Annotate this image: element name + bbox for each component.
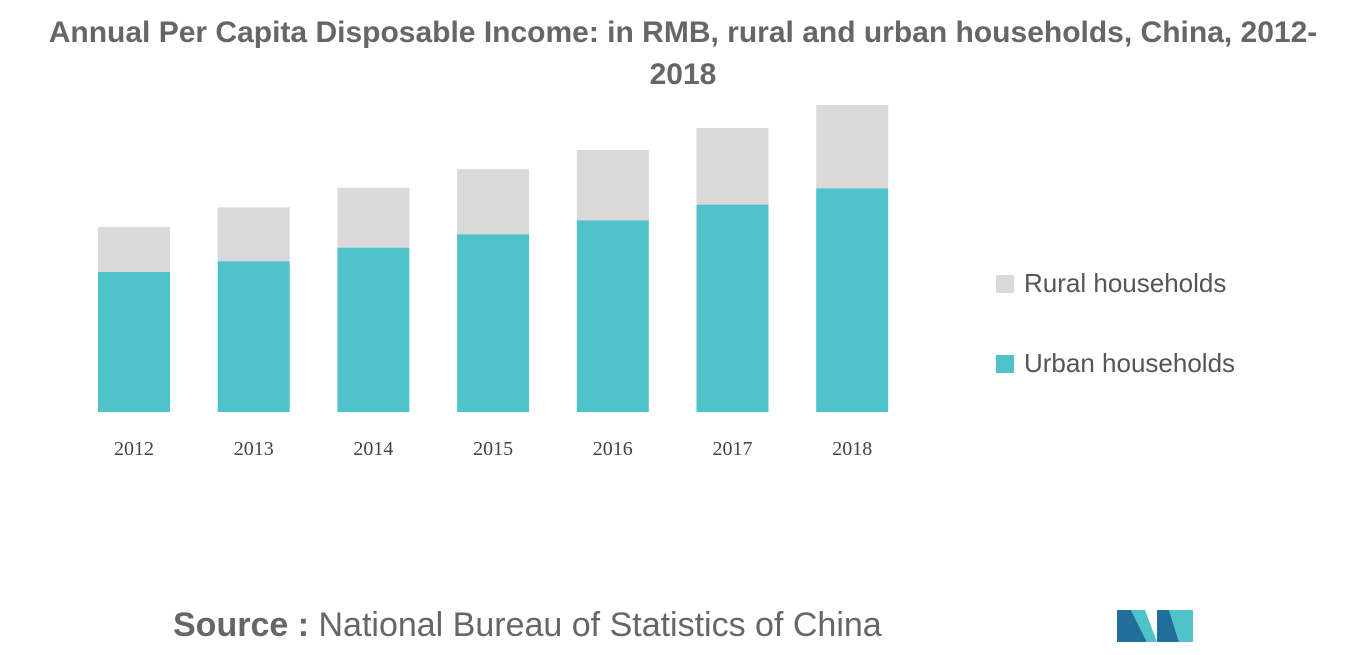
bar-rural-2014 [337, 187, 410, 248]
source-text: National Bureau of Statistics of China [309, 606, 882, 644]
bar-urban-2014 [337, 247, 410, 412]
legend-item-rural: Rural households [996, 268, 1226, 299]
legend-swatch-rural [996, 274, 1014, 293]
legend-label-rural: Rural households [1024, 268, 1227, 298]
x-tick-label-2013: 2013 [234, 438, 274, 460]
legend-swatch-urban [996, 354, 1014, 373]
chart-title-line1: Annual Per Capita Disposable Income: in … [48, 16, 1318, 49]
x-tick-label-2018: 2018 [832, 438, 872, 460]
legend-item-urban: Urban households [996, 348, 1235, 379]
bar-urban-2013 [217, 261, 290, 412]
bar-rural-2013 [217, 207, 290, 262]
x-tick-label-2016: 2016 [593, 438, 633, 460]
x-tick-labels: 2012 2013 2014 2015 2016 2017 2018 [114, 438, 872, 460]
x-tick-label-2015: 2015 [473, 438, 513, 460]
mordor-intelligence-logo-icon [1117, 610, 1193, 642]
x-tick-label-2017: 2017 [713, 438, 753, 460]
legend-label-urban: Urban households [1024, 348, 1236, 378]
chart-title: Annual Per Capita Disposable Income: in … [0, 12, 1366, 96]
source-prefix: Source : [173, 606, 310, 644]
bar-urban-2012 [98, 272, 170, 412]
bar-rural-2016 [576, 150, 649, 221]
bar-urban-2018 [816, 188, 889, 412]
chart-title-line2: 2018 [649, 58, 717, 91]
source-note: Source : National Bureau of Statistics o… [173, 606, 882, 645]
bar-rural-2015 [457, 169, 530, 235]
bar-urban-2017 [696, 204, 769, 412]
bar-rural-2018 [816, 105, 889, 189]
bar-rural-2017 [696, 128, 769, 205]
x-tick-label-2012: 2012 [114, 438, 154, 460]
bar-rural-2012 [98, 226, 170, 272]
x-tick-label-2014: 2014 [353, 438, 393, 460]
bars-group [98, 105, 889, 412]
bar-urban-2015 [457, 234, 530, 412]
bar-urban-2016 [576, 220, 649, 412]
